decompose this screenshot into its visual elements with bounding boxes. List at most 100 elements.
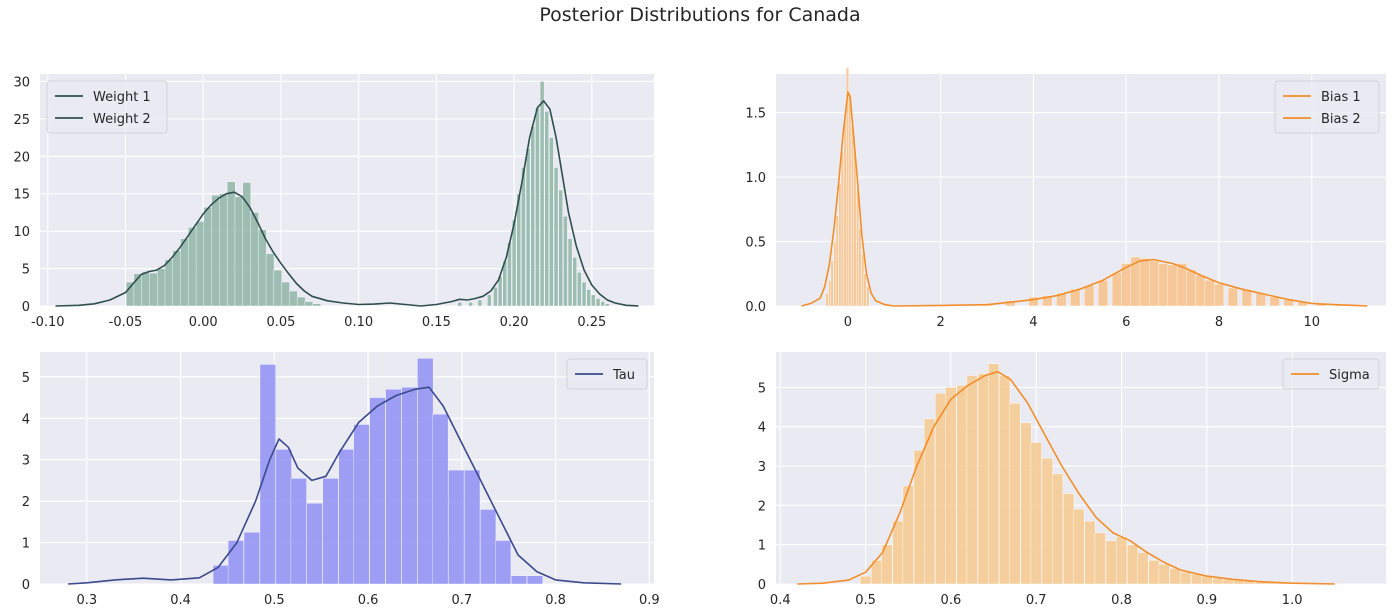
weights-legend: Weight 1 Weight 2 xyxy=(46,80,168,134)
tau-y-tick-label: 5 xyxy=(22,371,30,386)
tau-legend: Tau xyxy=(566,358,648,390)
tau-hist-bar xyxy=(322,478,339,585)
weights-y-tick-label: 30 xyxy=(13,75,30,90)
sigma-x-tick-label: 0.6 xyxy=(941,593,962,608)
sigma-hist-bar xyxy=(1179,572,1192,585)
sigma-x-tick-label: 0.9 xyxy=(1196,593,1217,608)
sigma-hist-bar xyxy=(1052,473,1064,585)
weights-hist-bar xyxy=(544,111,549,307)
biases-hist-bar xyxy=(848,93,852,307)
sigma-hist-bar xyxy=(988,363,1000,585)
sigma-y-tick-label: 3 xyxy=(758,460,766,475)
tau-hist-bar xyxy=(448,469,465,585)
sigma-x-tick-label: 1.0 xyxy=(1282,593,1303,608)
sigma-y-tick-label: 4 xyxy=(758,421,766,436)
sigma-hist-bar xyxy=(1137,552,1149,585)
tau-y-tick-label: 3 xyxy=(22,454,30,469)
tau-y-tick-label: 0 xyxy=(22,578,30,593)
tau-hist-bar xyxy=(353,424,370,585)
weights-x-tick-label: 0.15 xyxy=(422,315,451,330)
biases-hist-bar xyxy=(1056,292,1067,307)
sigma-x-tick-label: 0.8 xyxy=(1111,593,1132,608)
weights-x-tick-label: 0.20 xyxy=(500,315,529,330)
biases-legend-box xyxy=(1274,80,1380,134)
biases-y-tick-label: 0.0 xyxy=(745,300,766,315)
biases-kde-line-1 xyxy=(801,91,895,307)
tau-y-tick-label: 4 xyxy=(22,412,30,427)
biases-legend-label: Bias 1 xyxy=(1321,90,1361,105)
weights-x-tick-label: 0.00 xyxy=(189,315,218,330)
weights-y-tick-label: 0 xyxy=(22,300,30,315)
weights-y-tick-label: 25 xyxy=(13,113,30,128)
tau-hist-bar xyxy=(290,478,307,585)
tau-hist-bar xyxy=(432,413,449,585)
sigma-x-tick-label: 0.7 xyxy=(1026,593,1047,608)
biases-series-2-bars xyxy=(958,256,1345,307)
biases-x-tick-label: 4 xyxy=(1029,315,1037,330)
sigma-hist-bar xyxy=(1148,560,1160,585)
biases-x-tick-label: 2 xyxy=(937,315,945,330)
tau-hist-bar xyxy=(259,364,276,585)
weights-hist-bar xyxy=(563,215,568,307)
biases-x-tick-label: 8 xyxy=(1215,315,1223,330)
weights-hist-bar xyxy=(539,81,545,307)
biases-x-tick-label: 10 xyxy=(1304,315,1321,330)
weights-legend-label: Weight 2 xyxy=(93,112,151,127)
sigma-legend-label: Sigma xyxy=(1329,368,1370,383)
weights-hist-bar xyxy=(605,303,610,307)
biases-series-1-bars xyxy=(825,67,870,307)
tau-hist-bar xyxy=(227,540,244,585)
panel-weights: -0.10 -0.05 0.00 0.05 0.10 0.15 0.20 0.25 0 5 10 15… xyxy=(13,74,654,330)
weights-y-tick-label: 5 xyxy=(22,263,30,278)
tau-x-tick-label: 0.9 xyxy=(639,593,660,608)
sigma-hist-bar xyxy=(977,373,989,585)
weights-x-tick-label: 0.10 xyxy=(344,315,373,330)
weights-hist-bar xyxy=(468,302,473,307)
biases-kde-line-2 xyxy=(894,258,1368,307)
tau-x-tick-label: 0.4 xyxy=(170,593,191,608)
tau-legend-label: Tau xyxy=(612,368,635,383)
weights-series-1-bars xyxy=(125,181,321,307)
biases-y-tick-label: 1.0 xyxy=(745,171,766,186)
tau-y-tick-label: 2 xyxy=(22,495,30,510)
biases-hist-bar xyxy=(866,286,870,307)
weights-y-tick-label: 10 xyxy=(13,225,30,240)
weights-hist-bar xyxy=(581,281,587,307)
tau-x-tick-label: 0.7 xyxy=(451,593,472,608)
sigma-series-1-bars xyxy=(860,363,1288,585)
biases-hist-bar xyxy=(1070,289,1081,307)
sigma-hist-bar xyxy=(1094,532,1106,585)
sigma-y-tick-label: 0 xyxy=(758,578,766,593)
weights-kde-line-1 xyxy=(55,191,421,307)
sigma-hist-bar xyxy=(1020,422,1032,585)
sigma-hist-bar xyxy=(966,375,978,585)
sigma-y-tick-label: 2 xyxy=(758,499,766,514)
tau-x-tick-label: 0.8 xyxy=(545,593,566,608)
biases-hist-bar xyxy=(1213,283,1225,307)
sigma-hist-bar xyxy=(902,485,914,585)
tau-y-tick-label: 1 xyxy=(22,537,30,552)
weights-x-tick-label: -0.10 xyxy=(31,315,65,330)
tau-hist-bar xyxy=(385,389,402,585)
tau-x-tick-label: 0.6 xyxy=(358,593,379,608)
sigma-y-tick-label: 5 xyxy=(758,381,766,396)
tau-hist-bar xyxy=(401,387,418,585)
weights-x-tick-label: 0.25 xyxy=(577,315,606,330)
weights-hist-bar xyxy=(591,294,596,307)
sigma-hist-bar xyxy=(1063,493,1075,585)
sigma-legend-box xyxy=(1282,358,1380,390)
sigma-hist-bar xyxy=(1084,520,1096,585)
weights-hist-bar xyxy=(312,303,321,307)
weights-hist-bar xyxy=(553,167,559,307)
weights-hist-bar xyxy=(477,299,483,307)
sigma-hist-bar xyxy=(892,520,904,585)
tau-kde-line-1 xyxy=(68,386,622,585)
biases-hist-bar xyxy=(1028,296,1039,307)
sigma-hist-bar xyxy=(1158,564,1170,585)
sigma-hist-bar xyxy=(945,387,957,585)
weights-hist-bar xyxy=(586,289,591,307)
weights-hist-bar xyxy=(457,302,462,307)
sigma-hist-bar xyxy=(1041,457,1053,585)
